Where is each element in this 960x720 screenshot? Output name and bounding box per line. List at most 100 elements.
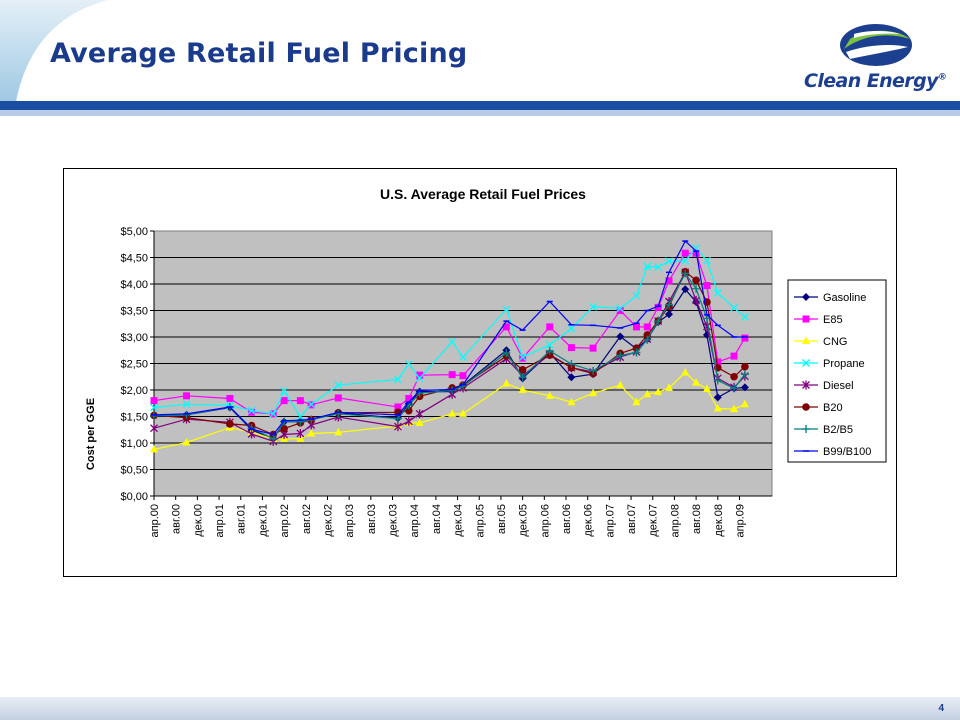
y-tick-label: $3,00 — [120, 332, 148, 344]
data-point-circle — [802, 403, 810, 411]
x-tick-label: апр.04 — [409, 504, 421, 537]
x-tick-label: авг.08 — [691, 504, 703, 534]
y-tick-label: $1,00 — [120, 438, 148, 450]
data-point-plus — [393, 414, 402, 423]
x-tick-label: дек.08 — [713, 504, 725, 537]
data-point-plus — [269, 434, 278, 443]
footer-bar: 4 — [0, 697, 960, 720]
legend-item-e85: E85 — [794, 314, 843, 326]
data-point-asterisk — [802, 380, 810, 390]
x-tick-label: дек.00 — [192, 504, 204, 537]
logo-globe-icon — [840, 24, 912, 66]
legend-box — [787, 279, 887, 463]
y-tick-label: $2,00 — [120, 385, 148, 397]
data-point-x — [702, 256, 711, 265]
data-point-circle — [226, 420, 234, 428]
data-point-plus — [589, 366, 598, 375]
data-point-triangle — [616, 380, 625, 389]
x-tick-label: авг.02 — [301, 504, 313, 534]
data-point-asterisk — [393, 422, 402, 432]
y-tick-label: $3,50 — [120, 306, 148, 318]
data-point-x — [296, 412, 305, 421]
x-tick-label: авг.05 — [496, 504, 508, 534]
y-tick-label: $0,00 — [120, 491, 148, 503]
legend-item-cng: CNG — [794, 336, 847, 348]
data-point-triangle — [545, 391, 554, 399]
series-line-b2-b5 — [153, 272, 746, 440]
data-point-triangle — [654, 387, 663, 396]
data-point-plus — [740, 370, 749, 379]
data-point-triangle — [459, 409, 467, 417]
data-point-square — [665, 277, 673, 285]
x-tick-label: авг.03 — [366, 504, 378, 534]
data-point-square — [681, 249, 689, 257]
data-point-diamond — [681, 285, 690, 294]
data-point-plus — [616, 351, 625, 360]
data-point-plus — [518, 373, 527, 382]
data-point-plus — [665, 300, 673, 309]
data-point-circle — [741, 362, 749, 371]
clean-energy-logo: Clean Energy® — [800, 22, 950, 96]
x-tick-label: апр.02 — [279, 504, 291, 537]
data-point-x — [393, 375, 402, 384]
data-point-x — [802, 359, 810, 367]
legend-label: CNG — [823, 336, 847, 348]
data-point-square — [448, 371, 456, 379]
data-point-triangle — [702, 384, 711, 392]
data-point-square — [616, 307, 624, 314]
data-point-diamond — [713, 393, 722, 402]
x-tick-label: авг.01 — [236, 504, 248, 534]
data-point-x — [334, 381, 343, 390]
data-point-x — [545, 340, 554, 349]
data-point-square — [459, 372, 467, 380]
x-tick-label: апр.05 — [474, 504, 486, 537]
data-point-diamond — [567, 373, 576, 382]
x-tick-label: апр.01 — [214, 504, 226, 537]
header-decoration — [0, 0, 960, 116]
y-axis-label: Cost per GGE — [85, 398, 97, 470]
data-point-square — [546, 323, 554, 331]
data-point-square — [248, 408, 256, 416]
data-point-plus — [632, 348, 641, 357]
x-tick-label: авг.04 — [431, 504, 443, 534]
data-point-x — [415, 374, 424, 383]
x-tick-label: апр.03 — [344, 504, 356, 537]
legend-label: B2/B5 — [823, 424, 853, 436]
legend-item-diesel: Diesel — [794, 380, 854, 392]
series-line-b99-b100 — [153, 240, 745, 436]
data-point-plus — [713, 376, 722, 385]
data-point-x — [681, 256, 690, 265]
data-point-triangle — [643, 389, 652, 398]
logo-wordmark: Clean Energy — [804, 70, 938, 92]
data-point-x — [280, 387, 289, 396]
x-tick-label: дек.01 — [257, 504, 269, 537]
data-point-plus — [545, 346, 554, 355]
data-point-asterisk — [692, 295, 701, 305]
data-point-square — [703, 282, 711, 290]
data-point-triangle — [681, 368, 690, 376]
legend-item-b99-b100: B99/B100 — [794, 446, 871, 458]
data-point-x — [713, 289, 722, 297]
data-point-plus — [730, 384, 739, 393]
data-point-square — [567, 344, 575, 352]
chart-container: U.S. Average Retail Fuel Prices Cost per… — [63, 168, 897, 577]
data-point-square — [589, 344, 597, 352]
data-point-square — [183, 392, 191, 400]
data-point-diamond — [665, 310, 673, 319]
data-point-asterisk — [150, 423, 158, 433]
data-point-square — [502, 323, 510, 331]
x-tick-label: авг.06 — [561, 504, 573, 534]
x-tick-label: апр.09 — [734, 504, 746, 537]
data-point-plus — [150, 411, 158, 420]
header-band-shadow — [0, 110, 960, 116]
data-point-triangle — [415, 418, 424, 426]
x-tick-label: апр.07 — [604, 504, 616, 537]
data-point-triangle — [589, 388, 598, 397]
registered-mark: ® — [937, 72, 947, 83]
data-point-triangle — [567, 397, 576, 406]
data-point-x — [307, 400, 316, 409]
data-point-x — [182, 400, 191, 409]
data-point-square — [741, 334, 749, 342]
y-tick-label: $2,50 — [120, 359, 148, 371]
legend-item-propane: Propane — [794, 358, 865, 370]
